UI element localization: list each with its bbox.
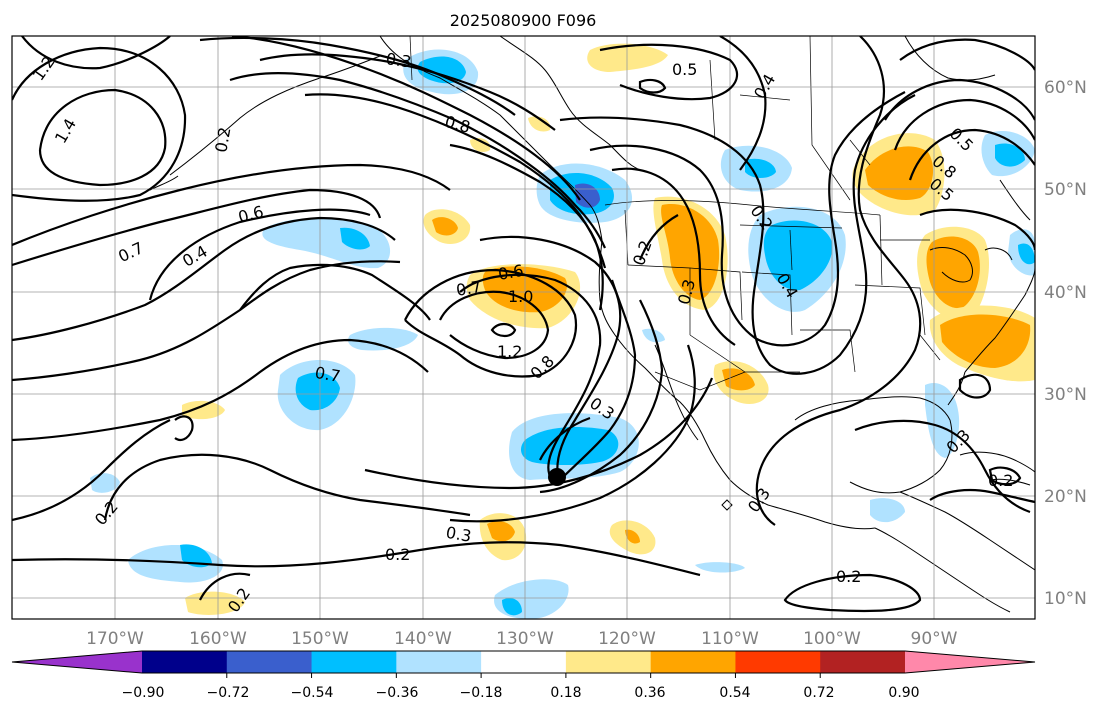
contour-label: 0.4 bbox=[750, 71, 779, 103]
contour-label: 1.4 bbox=[51, 115, 80, 147]
colorbar-tick-label: 0.54 bbox=[719, 685, 750, 701]
contour-label: 0.2 bbox=[385, 545, 410, 564]
lon-label: 130°W bbox=[496, 629, 554, 649]
colorbar-tick-label: 0.36 bbox=[634, 685, 665, 701]
colorbar-labels: −0.90 −0.72 −0.54 −0.36 −0.18 0.18 0.36 … bbox=[122, 685, 920, 701]
contour-lines bbox=[12, 36, 1035, 613]
colorbar-segment bbox=[396, 651, 482, 673]
colorbar-segment bbox=[311, 651, 397, 673]
lat-label: 10°N bbox=[1044, 589, 1087, 609]
colorbar-tick-label: −0.72 bbox=[207, 685, 250, 701]
contour-label: 0.7 bbox=[455, 277, 483, 300]
contour-label: 0.5 bbox=[946, 124, 977, 155]
contour-label: 0.3 bbox=[744, 484, 774, 516]
colorbar bbox=[11, 650, 1036, 678]
colorbar-segment bbox=[226, 651, 313, 673]
colorbar-extend-min bbox=[12, 651, 142, 673]
contour-label: 0.3 bbox=[385, 49, 413, 71]
longitude-labels: 170°W 160°W 150°W 140°W 130°W 120°W 110°… bbox=[86, 629, 958, 649]
contour-label: 0.2 bbox=[988, 471, 1013, 490]
lat-label: 40°N bbox=[1044, 283, 1087, 303]
colorbar-tick-label: 0.18 bbox=[550, 685, 581, 701]
contour-label: 0.6 bbox=[236, 202, 266, 227]
colorbar-segment bbox=[735, 651, 821, 673]
map-title: 2025080900 F096 bbox=[450, 11, 597, 30]
colorbar-tick-label: 0.90 bbox=[888, 685, 919, 701]
lon-label: 120°W bbox=[598, 629, 656, 649]
contour-label: 0.6 bbox=[497, 261, 525, 284]
colorbar-tick-label: −0.18 bbox=[460, 685, 503, 701]
lat-label: 60°N bbox=[1044, 78, 1087, 98]
contour-label: 0.5 bbox=[672, 60, 697, 79]
contour-label: 0.2 bbox=[629, 238, 656, 268]
colorbar-tick-label: −0.54 bbox=[291, 685, 334, 701]
contour-label: 0.7 bbox=[115, 238, 146, 266]
lat-label: 50°N bbox=[1044, 180, 1087, 200]
plot-frame bbox=[11, 35, 1036, 620]
contour-label: 0.2 bbox=[91, 497, 122, 529]
colorbar-segment bbox=[481, 651, 567, 673]
contour-label: 0.7 bbox=[313, 363, 341, 386]
contour-label: 1.0 bbox=[508, 287, 533, 306]
colorbar-tick-label: −0.90 bbox=[122, 685, 165, 701]
lon-label: 150°W bbox=[291, 629, 349, 649]
colorbar-segment bbox=[142, 651, 228, 673]
colorbar-extend-max bbox=[905, 651, 1035, 673]
contour-label: 1.2 bbox=[497, 342, 522, 361]
colorbar-tick-label: −0.36 bbox=[376, 685, 419, 701]
lon-label: 140°W bbox=[394, 629, 452, 649]
contour-label: 0.2 bbox=[836, 567, 861, 586]
colorbar-segment bbox=[565, 651, 652, 673]
contour-label: 0.3 bbox=[444, 523, 472, 546]
lon-label: 100°W bbox=[803, 629, 861, 649]
lon-label: 170°W bbox=[86, 629, 144, 649]
lon-label: 90°W bbox=[911, 629, 958, 649]
colorbar-outline bbox=[11, 650, 1036, 674]
colorbar-tick-label: 0.72 bbox=[803, 685, 834, 701]
contour-label: 0.8 bbox=[527, 352, 558, 383]
lon-label: 160°W bbox=[189, 629, 247, 649]
colorbar-segment bbox=[650, 651, 736, 673]
contour-label: 0.2 bbox=[211, 126, 234, 154]
contour-label: 0.8 bbox=[443, 112, 473, 137]
lat-label: 30°N bbox=[1044, 385, 1087, 405]
lat-label: 20°N bbox=[1044, 487, 1087, 507]
coastlines bbox=[149, 36, 1035, 613]
lon-label: 110°W bbox=[701, 629, 759, 649]
gridlines bbox=[12, 36, 1035, 619]
contour-label: 0.4 bbox=[179, 241, 211, 270]
colorbar-segment bbox=[820, 651, 906, 673]
storm-center-marker bbox=[548, 468, 566, 486]
contour-label: 1.2 bbox=[29, 52, 59, 84]
latitude-labels: 60°N 50°N 40°N 30°N 20°N 10°N bbox=[1044, 78, 1087, 609]
